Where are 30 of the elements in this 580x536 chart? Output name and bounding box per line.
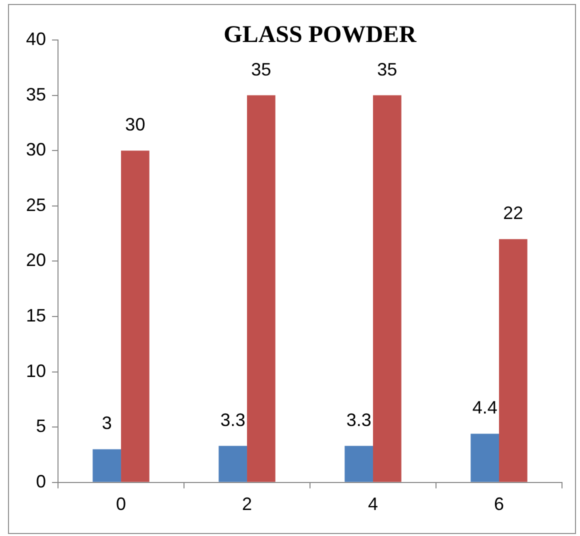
y-tick-label: 35 xyxy=(26,84,46,104)
x-tick-label: 6 xyxy=(494,494,504,514)
x-tick-label: 4 xyxy=(368,494,378,514)
bar xyxy=(92,449,122,482)
data-label: 35 xyxy=(377,59,398,80)
data-label: 3 xyxy=(102,413,112,434)
y-tick-label: 25 xyxy=(26,194,46,215)
bar xyxy=(470,434,500,482)
bar xyxy=(121,150,150,482)
y-tick-label: 10 xyxy=(26,360,46,381)
bar xyxy=(373,95,402,482)
data-label: 30 xyxy=(125,114,146,135)
bar xyxy=(218,446,248,482)
y-tick-label: 30 xyxy=(26,140,46,160)
data-label: 35 xyxy=(251,59,272,80)
y-tick-label: 20 xyxy=(26,250,46,270)
y-tick-label: 40 xyxy=(26,28,46,49)
data-label: 4.4 xyxy=(472,398,498,418)
data-label: 3.3 xyxy=(220,410,246,430)
data-label: 3.3 xyxy=(346,410,372,430)
bar xyxy=(499,239,528,482)
y-tick-label: 5 xyxy=(36,416,46,436)
y-tick-label: 0 xyxy=(36,471,46,492)
chart-title: GLASS POWDER xyxy=(224,22,418,48)
data-label: 22 xyxy=(503,203,524,224)
y-tick-label: 15 xyxy=(26,305,46,326)
x-tick-label: 0 xyxy=(116,494,126,514)
x-tick-label: 2 xyxy=(242,494,252,514)
bar xyxy=(247,95,276,482)
bar xyxy=(344,446,374,482)
